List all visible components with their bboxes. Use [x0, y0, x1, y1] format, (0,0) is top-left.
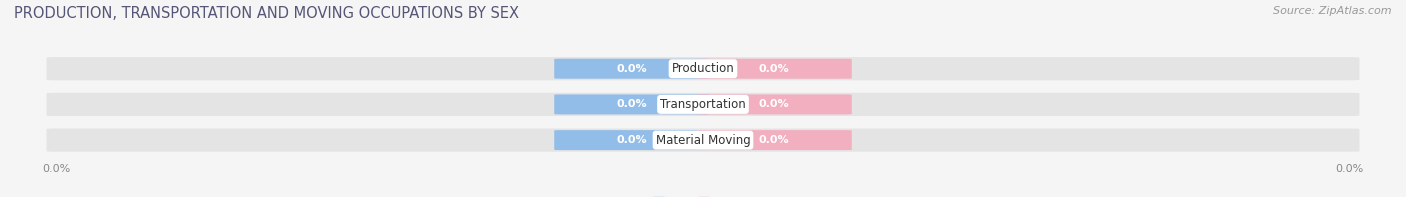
- FancyBboxPatch shape: [554, 130, 710, 150]
- Text: 0.0%: 0.0%: [759, 99, 789, 109]
- FancyBboxPatch shape: [696, 59, 852, 79]
- Text: Material Moving: Material Moving: [655, 134, 751, 147]
- FancyBboxPatch shape: [46, 57, 1360, 80]
- Text: PRODUCTION, TRANSPORTATION AND MOVING OCCUPATIONS BY SEX: PRODUCTION, TRANSPORTATION AND MOVING OC…: [14, 6, 519, 21]
- Text: Source: ZipAtlas.com: Source: ZipAtlas.com: [1274, 6, 1392, 16]
- FancyBboxPatch shape: [46, 128, 1360, 152]
- FancyBboxPatch shape: [696, 130, 852, 150]
- Legend: Male, Female: Male, Female: [648, 192, 758, 197]
- Text: Production: Production: [672, 62, 734, 75]
- FancyBboxPatch shape: [554, 94, 710, 114]
- FancyBboxPatch shape: [696, 94, 852, 114]
- FancyBboxPatch shape: [554, 59, 710, 79]
- Text: Transportation: Transportation: [661, 98, 745, 111]
- Text: 0.0%: 0.0%: [759, 64, 789, 74]
- Text: 0.0%: 0.0%: [617, 135, 647, 145]
- FancyBboxPatch shape: [46, 93, 1360, 116]
- Text: 0.0%: 0.0%: [759, 135, 789, 145]
- Text: 0.0%: 0.0%: [617, 64, 647, 74]
- Text: 0.0%: 0.0%: [617, 99, 647, 109]
